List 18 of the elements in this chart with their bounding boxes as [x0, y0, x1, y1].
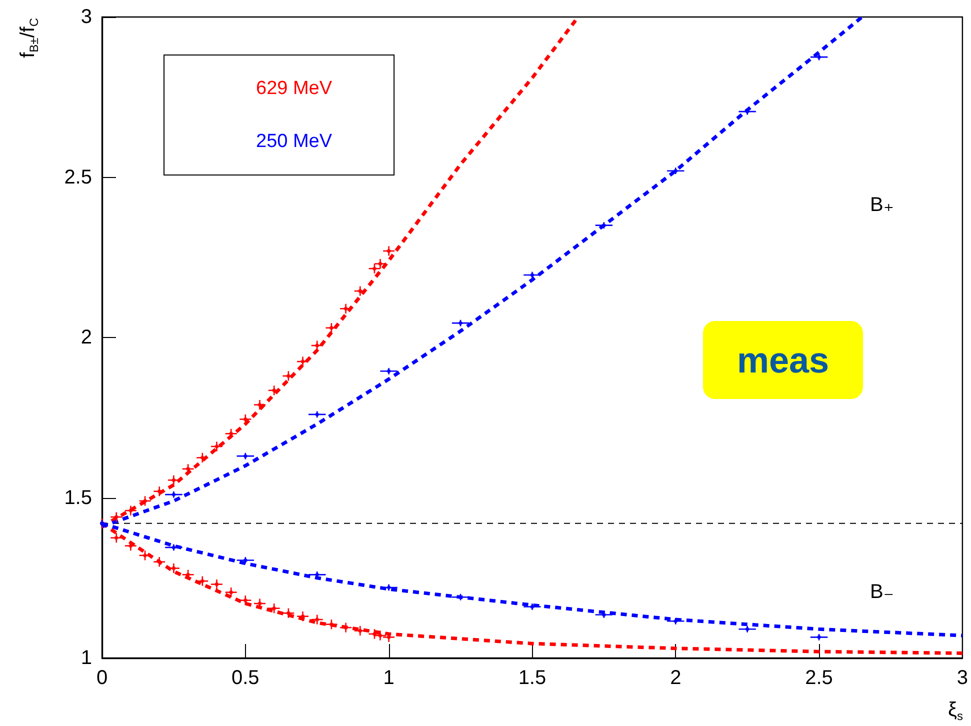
y-tick-label: 2	[80, 326, 92, 348]
x-tick-label: 3	[956, 667, 968, 689]
annotation: B₊	[870, 194, 894, 216]
x-tick-label: 0.5	[232, 667, 260, 689]
text: 250 MeV	[256, 131, 332, 152]
annotation: B₋	[870, 581, 894, 603]
x-tick-label: 2.5	[805, 667, 833, 689]
text: 629 MeV	[256, 78, 332, 99]
x-tick-label: 1.5	[518, 667, 546, 689]
y-tick-label: 1.5	[64, 486, 92, 509]
y-tick-label: 2.5	[64, 166, 92, 188]
x-tick-label: 1	[383, 667, 394, 689]
y-axis-title: fB±/fC	[17, 18, 41, 58]
annotation: meas	[736, 340, 830, 380]
x-tick-label: 2	[670, 667, 682, 689]
y-tick-label: 3	[80, 6, 92, 28]
y-tick-label: 1	[80, 647, 92, 669]
x-tick-label: 0	[96, 667, 108, 689]
